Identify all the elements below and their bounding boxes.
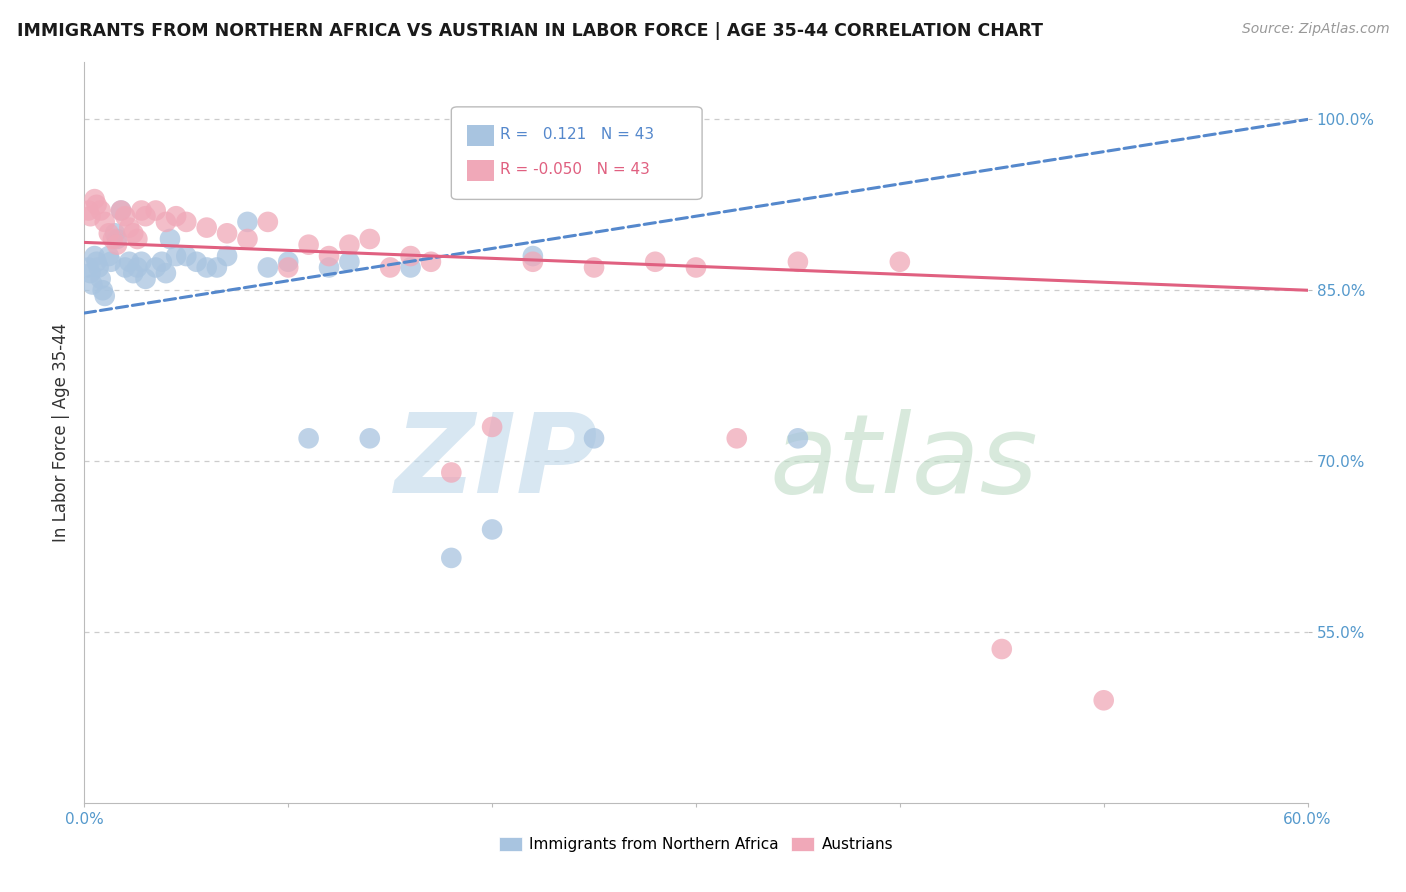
Point: [150, 254, 173, 268]
Point: [165, 209, 187, 223]
Point: [195, 260, 218, 275]
Point: [127, 260, 149, 275]
Point: [787, 431, 810, 445]
Point: [90, 203, 112, 218]
Point: [236, 215, 259, 229]
Point: [105, 232, 128, 246]
Point: [186, 254, 208, 268]
Text: IMMIGRANTS FROM NORTHERN AFRICA VS AUSTRIAN IN LABOR FORCE | AGE 35-44 CORRELATI: IMMIGRANTS FROM NORTHERN AFRICA VS AUSTR…: [17, 22, 1043, 40]
Point: [522, 249, 544, 263]
Bar: [467, 161, 494, 181]
Point: [583, 431, 606, 445]
Point: [114, 209, 136, 223]
Point: [93, 289, 115, 303]
Point: [87, 260, 110, 275]
Point: [86, 254, 108, 268]
Point: [100, 254, 122, 268]
Point: [725, 431, 748, 445]
Point: [359, 232, 381, 246]
Point: [82, 277, 104, 292]
Point: [339, 254, 361, 268]
Point: [277, 254, 299, 268]
Point: [195, 220, 218, 235]
Point: [159, 232, 181, 246]
Point: [118, 220, 141, 235]
Point: [174, 215, 197, 229]
Point: [145, 203, 167, 218]
Point: [145, 260, 167, 275]
Point: [131, 203, 153, 218]
Point: [110, 203, 132, 218]
Point: [105, 237, 128, 252]
Point: [481, 523, 503, 537]
Point: [127, 232, 149, 246]
Point: [339, 237, 361, 252]
Text: Source: ZipAtlas.com: Source: ZipAtlas.com: [1241, 22, 1389, 37]
Point: [257, 215, 280, 229]
Point: [118, 254, 141, 268]
Point: [318, 260, 340, 275]
Y-axis label: In Labor Force | Age 35-44: In Labor Force | Age 35-44: [52, 323, 70, 542]
Point: [257, 260, 280, 275]
Point: [217, 249, 239, 263]
Bar: [467, 126, 494, 146]
Point: [787, 254, 810, 268]
Point: [440, 466, 463, 480]
Point: [277, 260, 299, 275]
Point: [91, 283, 114, 297]
Point: [440, 550, 463, 565]
Point: [110, 203, 132, 218]
Text: ZIP: ZIP: [395, 409, 598, 516]
Point: [481, 420, 503, 434]
Point: [318, 249, 340, 263]
FancyBboxPatch shape: [451, 107, 702, 200]
Point: [685, 260, 707, 275]
Point: [86, 198, 108, 212]
Point: [205, 260, 228, 275]
Point: [83, 249, 105, 263]
Point: [380, 260, 402, 275]
Point: [79, 209, 101, 223]
Point: [77, 203, 100, 218]
Point: [155, 215, 177, 229]
Point: [889, 254, 911, 268]
Point: [583, 260, 606, 275]
Text: R =   0.121   N = 43: R = 0.121 N = 43: [501, 128, 654, 143]
Point: [97, 227, 120, 241]
Point: [165, 249, 187, 263]
Legend: Immigrants from Northern Africa, Austrians: Immigrants from Northern Africa, Austria…: [492, 830, 900, 858]
Point: [122, 227, 145, 241]
Point: [83, 192, 105, 206]
Point: [991, 642, 1014, 657]
Point: [97, 249, 120, 263]
Point: [90, 272, 112, 286]
Point: [104, 227, 127, 241]
Point: [155, 266, 177, 280]
Point: [399, 249, 422, 263]
Point: [359, 431, 381, 445]
Point: [644, 254, 666, 268]
Point: [135, 272, 157, 286]
Point: [174, 249, 197, 263]
Point: [399, 260, 422, 275]
Point: [79, 266, 101, 280]
Text: R = -0.050   N = 43: R = -0.050 N = 43: [501, 162, 650, 178]
Point: [420, 254, 443, 268]
Point: [522, 254, 544, 268]
Point: [101, 232, 124, 246]
Point: [114, 260, 136, 275]
Point: [122, 266, 145, 280]
Point: [298, 431, 321, 445]
Point: [131, 254, 153, 268]
Point: [217, 227, 239, 241]
Point: [298, 237, 321, 252]
Point: [1092, 693, 1115, 707]
Point: [135, 209, 157, 223]
Point: [93, 215, 115, 229]
Point: [236, 232, 259, 246]
Point: [77, 260, 100, 275]
Text: atlas: atlas: [769, 409, 1038, 516]
